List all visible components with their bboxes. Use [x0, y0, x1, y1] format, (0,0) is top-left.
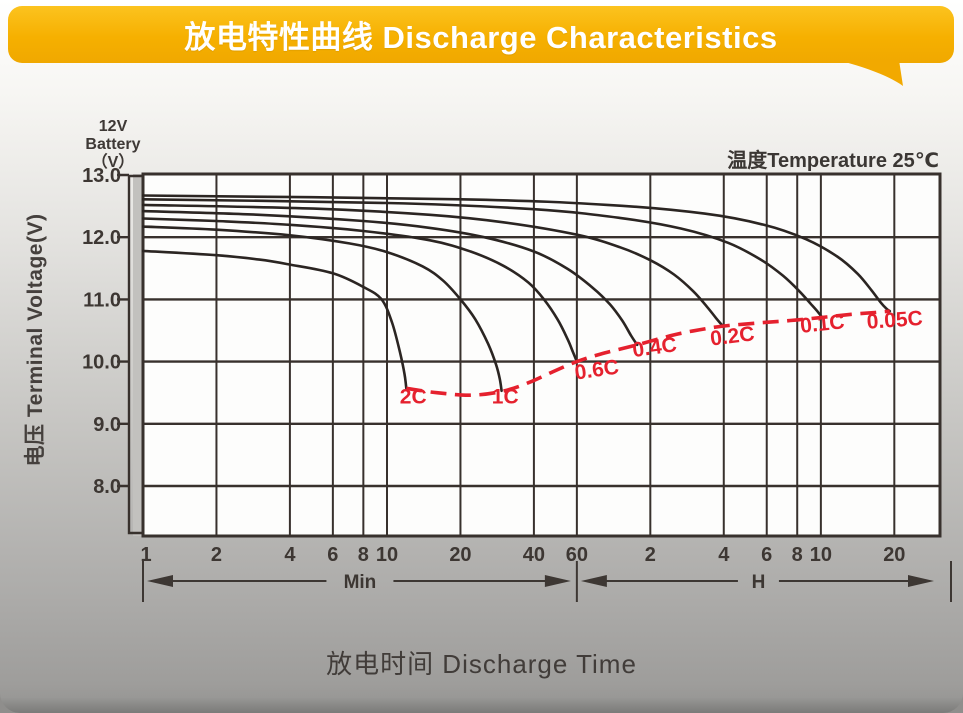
arrowhead-left-icon [147, 575, 173, 587]
x-tick-label-hour: 4 [718, 544, 730, 566]
range-label-H: H [752, 572, 766, 593]
rate-label-2C: 2C [400, 385, 427, 408]
y-tick-label: 11.0 [83, 289, 121, 311]
y-tick-label: 8.0 [93, 476, 121, 498]
rate-label-0.1C: 0.1C [799, 310, 846, 338]
range-label-Min: Min [344, 572, 377, 593]
curve-0.05C [141, 194, 892, 313]
arrowhead-right-icon [544, 575, 571, 587]
x-axis-title: 放电时间 Discharge Time [326, 649, 637, 679]
plot-left-wall [133, 174, 143, 536]
banner-tail-shape [845, 60, 903, 86]
x-tick-label-min: 8 [358, 544, 369, 566]
y-tick-label: 12.0 [82, 227, 121, 249]
arrowhead-right-icon [908, 575, 934, 587]
banner-tail [845, 60, 903, 86]
battery-type-label: Battery [85, 136, 140, 153]
battery-type-label: （V） [92, 153, 135, 171]
bottom-shadow [0, 697, 963, 713]
arrowhead-left-icon [580, 575, 607, 587]
x-tick-label-min: 20 [449, 544, 471, 566]
battery-type-label: 12V [99, 118, 128, 135]
x-tick-label-hour: 2 [645, 544, 656, 566]
x-tick-label-min: 40 [523, 544, 545, 566]
y-tick-label: 9.0 [93, 414, 121, 436]
x-tick-label-hour: 20 [883, 544, 905, 566]
curve-0.1C [141, 198, 824, 319]
x-tick-label-min: 60 [566, 544, 588, 566]
temperature-note: 温度Temperature 25℃ [727, 148, 939, 172]
header-banner: 放电特性曲线 Discharge Characteristics [8, 6, 954, 63]
x-tick-label-min: 2 [211, 544, 222, 566]
curve-0.2C [141, 203, 725, 328]
x-tick-label-min: 4 [284, 544, 296, 566]
x-tick-label-hour: 6 [761, 544, 772, 566]
x-tick-label-hour: 8 [792, 544, 803, 566]
rate-label-0.2C: 0.2C [709, 322, 756, 350]
page-title: 放电特性曲线 Discharge Characteristics [184, 20, 778, 55]
x-tick-label-min: 10 [376, 544, 398, 566]
x-tick-label-hour: 10 [810, 544, 832, 566]
y-tick-label: 13.0 [82, 165, 121, 187]
rate-label-0.05C: 0.05C [866, 307, 924, 334]
curve-0.4C [141, 209, 639, 347]
y-tick-label: 10.0 [82, 352, 121, 374]
x-tick-label-min: 1 [140, 544, 151, 566]
curve-2C [141, 249, 408, 390]
curve-0.6C [141, 217, 579, 363]
curve-1C [141, 225, 503, 393]
x-tick-label-min: 6 [327, 544, 338, 566]
y-axis-bracket [117, 173, 142, 535]
rate-label-1C: 1C [492, 385, 519, 408]
discharge-end-line [406, 309, 890, 398]
